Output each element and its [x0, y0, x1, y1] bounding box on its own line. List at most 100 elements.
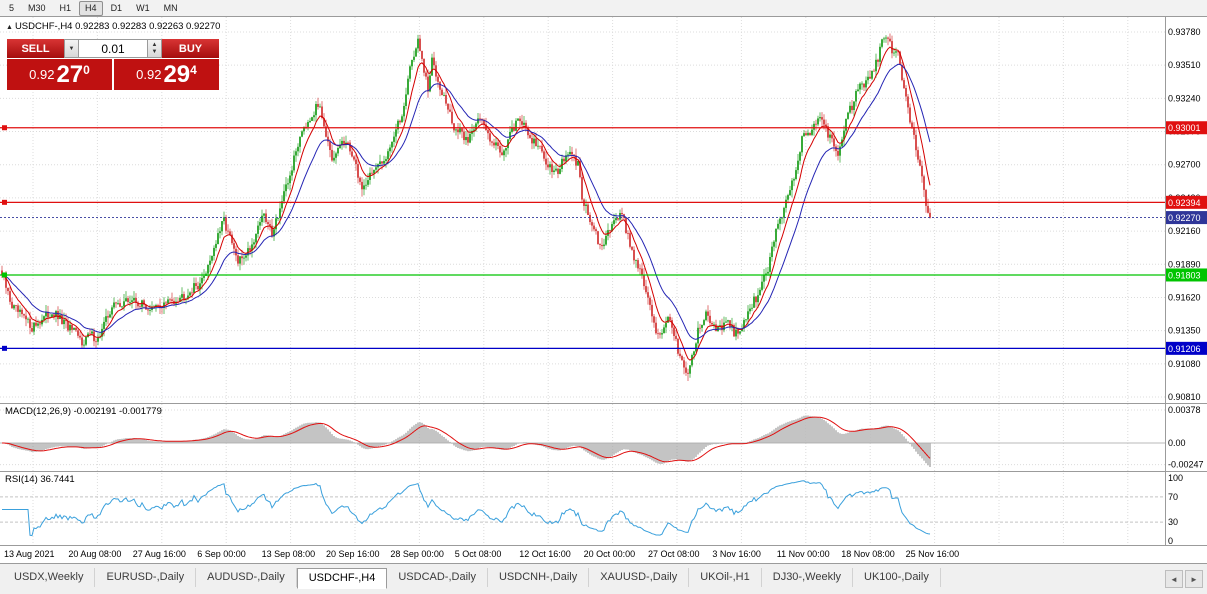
tabs-scroll-left-button[interactable]: ◄ [1165, 570, 1183, 588]
price-axis-label: 0.93780 [1168, 27, 1201, 37]
candle-body [405, 94, 407, 106]
symbol-tab-usdx-weekly[interactable]: USDX,Weekly [3, 568, 96, 587]
trade-panel-prices-row: 0.92 27 0 0.92 29 4 [7, 59, 219, 90]
candle-body [639, 268, 641, 270]
candle-body [885, 37, 887, 39]
candle-body [851, 105, 853, 111]
symbol-tab-usdcad-daily[interactable]: USDCAD-,Daily [387, 568, 488, 587]
candle-body [283, 191, 285, 202]
symbol-tab-eurusd-daily[interactable]: EURUSD-,Daily [95, 568, 197, 587]
volume-dropdown-button[interactable]: ▼ [64, 39, 79, 58]
level-line-handle[interactable] [2, 199, 7, 205]
candle-body [875, 59, 877, 72]
candle-body [323, 118, 325, 127]
volume-spinner[interactable]: ▲ ▼ [147, 39, 162, 58]
timeframe-button-d1[interactable]: D1 [110, 2, 123, 13]
candle-body [499, 146, 501, 153]
timeframe-button-5[interactable]: 5 [9, 2, 15, 13]
candle-body [791, 180, 793, 191]
chevron-down-icon: ▼ [68, 45, 75, 52]
buy-price-display[interactable]: 0.92 29 4 [114, 59, 219, 90]
symbol-tab-usdcnh-daily[interactable]: USDCNH-,Daily [488, 568, 590, 587]
candle-body [593, 225, 595, 230]
candle-body [855, 91, 857, 102]
level-line-handle[interactable] [2, 125, 7, 131]
candle-body [687, 372, 689, 374]
symbol-tab-ukoil-h1[interactable]: UKOil-,H1 [689, 568, 762, 587]
candle-body [865, 80, 867, 88]
timeframe-button-h1[interactable]: H1 [59, 2, 72, 13]
candle-body [83, 344, 85, 346]
timeframe-button-m30[interactable]: M30 [28, 2, 46, 13]
candle-body [147, 309, 149, 311]
candle-body [133, 297, 135, 301]
candle-body [45, 311, 47, 317]
symbol-tab-usdchf-h4[interactable]: USDCHF-,H4 [296, 568, 388, 589]
candle-body [225, 217, 227, 231]
candle-body [465, 137, 467, 141]
price-axis-label: 0.91080 [1168, 359, 1201, 369]
candle-body [33, 322, 35, 332]
candle-body [233, 243, 235, 249]
candle-body [901, 64, 903, 81]
symbol-tab-uk100-daily[interactable]: UK100-,Daily [853, 568, 941, 587]
timeframe-button-mn[interactable]: MN [163, 2, 178, 13]
candle-body [673, 327, 675, 336]
timeframe-button-w1[interactable]: W1 [136, 2, 150, 13]
candle-body [771, 246, 773, 257]
candle-body [37, 323, 39, 326]
candle-body [845, 118, 847, 131]
candle-body [447, 103, 449, 110]
buy-price-prefix: 0.92 [136, 67, 162, 82]
candle-body [431, 57, 433, 76]
candle-body [389, 147, 391, 152]
candle-body [109, 314, 111, 318]
candle-body [507, 139, 509, 149]
candle-body [403, 106, 405, 117]
sell-button[interactable]: SELL [7, 39, 64, 58]
candle-body [203, 275, 205, 278]
candle-body [39, 323, 41, 325]
candle-body [805, 133, 807, 136]
candle-body [895, 51, 897, 53]
candle-body [697, 327, 699, 344]
candle-body [525, 122, 527, 129]
candle-body [597, 231, 599, 245]
candle-body [469, 133, 471, 143]
candle-body [905, 88, 907, 97]
candle-body [199, 283, 201, 290]
candle-body [131, 300, 133, 302]
symbol-tab-audusd-daily[interactable]: AUDUSD-,Daily [196, 568, 297, 587]
level-line-handle[interactable] [2, 345, 7, 351]
volume-input[interactable] [79, 39, 147, 58]
candle-body [455, 129, 457, 131]
candle-body [217, 233, 219, 244]
candle-body [557, 168, 559, 174]
candle-body [157, 305, 159, 306]
candle-body [907, 96, 909, 108]
candle-body [637, 260, 639, 269]
timeframe-button-h4[interactable]: H4 [79, 0, 103, 16]
symbol-tab-xauusd-daily[interactable]: XAUUSD-,Daily [589, 568, 690, 587]
candle-body [97, 337, 99, 342]
candle-body [281, 201, 283, 209]
sell-price-display[interactable]: 0.92 27 0 [7, 59, 112, 90]
candle-body [545, 158, 547, 165]
candle-body [171, 299, 173, 301]
symbol-tab-dj30-weekly[interactable]: DJ30-,Weekly [762, 568, 854, 587]
candle-body [197, 286, 199, 290]
symbol-tabs: USDX,Weekly EURUSD-,Daily AUDUSD-,Daily USD… [0, 564, 1165, 594]
candle-body [827, 126, 829, 138]
candle-body [853, 101, 855, 110]
buy-button[interactable]: BUY [162, 39, 219, 58]
level-line-handle[interactable] [2, 272, 7, 278]
tabs-scroll-right-button[interactable]: ► [1185, 570, 1203, 588]
time-axis-label: 6 Sep 00:00 [197, 549, 246, 559]
candle-body [551, 164, 553, 172]
candle-body [29, 318, 31, 328]
candle-body [429, 75, 431, 92]
price-axis-label: 0.92700 [1168, 160, 1201, 170]
candle-body [259, 222, 261, 226]
candle-body [59, 314, 61, 319]
